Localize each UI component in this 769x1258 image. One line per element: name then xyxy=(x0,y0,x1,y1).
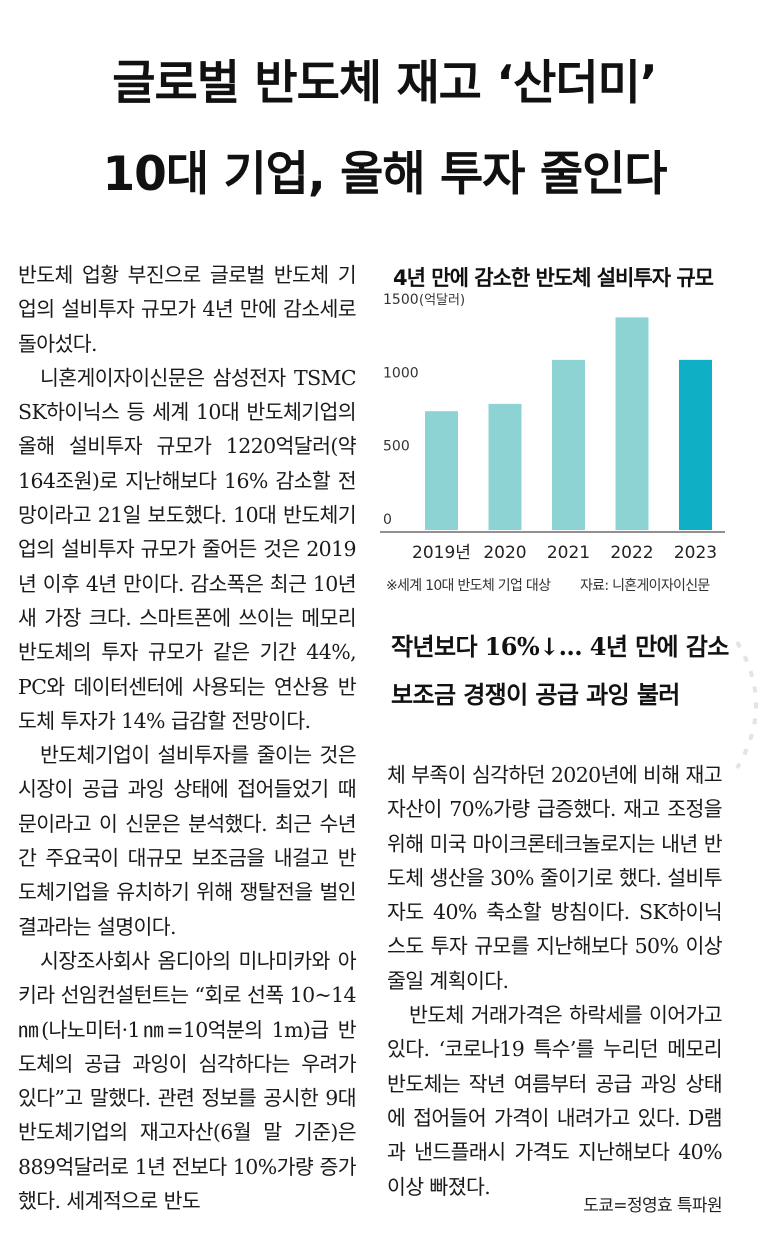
article-paragraph: 반도체기업이 설비투자를 줄이는 것은 시장이 공급 과잉 상태에 접어들었기 … xyxy=(18,743,357,939)
y-tick-label: 500 xyxy=(383,439,410,455)
y-tick-label: 0 xyxy=(383,512,392,528)
article-left-column: 반도체 업황 부진으로 글로벌 반도체 기업의 설비투자 규모가 4년 만에 감… xyxy=(18,258,357,1218)
bar-chart: 0 500 1000 1500 (억달러) 2019년 2020 2021 2022 2023 xyxy=(380,292,725,563)
x-tick-label: 2021 xyxy=(547,543,590,563)
byline: 도쿄=정영효 특파원 xyxy=(583,1196,722,1216)
x-tick-label: 2022 xyxy=(610,543,653,563)
article-right-column: 체 부족이 심각하던 2020년에 비해 재고자산이 70%가량 급증했다. 재… xyxy=(387,758,723,1204)
article-paragraph: 반도체 거래가격은 하락세를 이어가고 있다. ‘코로나19 특수’를 누리던 … xyxy=(387,1003,723,1199)
chart-bar xyxy=(615,317,649,530)
article-paragraph: 니혼게이자이신문은 삼성전자 TSMC SK하이닉스 등 세계 10대 반도체기… xyxy=(18,365,357,733)
chart-source: 자료: 니혼게이자이신문 xyxy=(580,578,710,594)
chart-title: 4년 만에 감소한 반도체 설비투자 규모 xyxy=(393,266,714,290)
page-curl-decoration xyxy=(735,640,758,770)
chart-bar xyxy=(488,403,522,530)
article-paragraph: 체 부족이 심각하던 2020년에 비해 재고자산이 70%가량 급증했다. 재… xyxy=(387,763,723,993)
y-axis-unit: (억달러) xyxy=(419,293,465,308)
chart-bar xyxy=(425,411,458,530)
x-tick-label: 2019년 xyxy=(412,543,471,563)
chart-bar xyxy=(552,359,585,530)
y-tick-label: 1000 xyxy=(383,365,419,381)
headline-line2: 10대 기업, 올해 투자 줄인다 xyxy=(102,147,667,202)
x-tick-label: 2020 xyxy=(483,543,526,563)
subheadline-line1: 작년보다 16%↓… 4년 만에 감소 xyxy=(391,632,729,661)
chart-note: ※세계 10대 반도체 기업 대상 xyxy=(386,578,551,594)
article-paragraph: 시장조사회사 옴디아의 미나미카와 아키라 선임컨설턴트는 “회로 선폭 10~… xyxy=(18,948,357,1214)
subheadline-line2: 보조금 경쟁이 공급 과잉 불러 xyxy=(391,680,680,709)
y-tick-label: 1500 xyxy=(383,292,419,308)
headline-line1: 글로벌 반도체 재고 ‘산더미’ xyxy=(112,56,657,111)
x-tick-label: 2023 xyxy=(674,543,717,563)
chart-bar xyxy=(679,359,712,530)
article-paragraph: 반도체 업황 부진으로 글로벌 반도체 기업의 설비투자 규모가 4년 만에 감… xyxy=(18,263,357,356)
